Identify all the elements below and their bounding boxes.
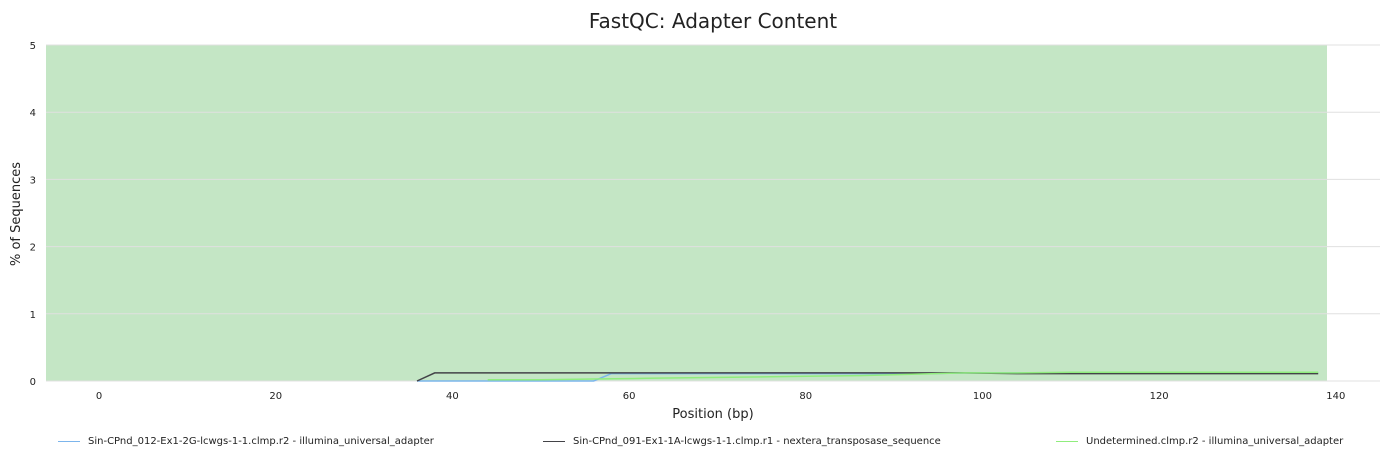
legend-item[interactable]: Undetermined.clmp.r2 - illumina_universa… [1056, 432, 1343, 450]
legend-item[interactable]: Sin-CPnd_012-Ex1-2G-lcwgs-1-1.clmp.r2 - … [58, 432, 434, 450]
y-tick-label: 1 [30, 310, 36, 321]
legend-swatch [543, 440, 565, 442]
x-tick-label: 60 [623, 391, 636, 402]
legend-label: Sin-CPnd_012-Ex1-2G-lcwgs-1-1.clmp.r2 - … [88, 435, 434, 447]
pass-band [46, 45, 1327, 381]
x-tick-label: 40 [446, 391, 459, 402]
pass-band-rect [46, 45, 1327, 381]
y-axis: 0 1 2 3 4 5 [30, 41, 36, 388]
legend-label: Sin-CPnd_091-Ex1-1A-lcwgs-1-1.clmp.r1 - … [573, 435, 941, 447]
x-tick-label: 140 [1326, 391, 1345, 402]
y-tick-label: 2 [30, 243, 36, 254]
y-axis-label: % of Sequences [9, 162, 24, 266]
x-tick-label: 20 [269, 391, 282, 402]
series-lines [416, 371, 1319, 382]
legend: Sin-CPnd_012-Ex1-2G-lcwgs-1-1.clmp.r2 - … [0, 432, 1389, 450]
series-line-3 [487, 371, 1319, 381]
x-tick-label: 120 [1150, 391, 1169, 402]
gridlines [46, 44, 1380, 382]
x-tick-label: 0 [96, 391, 102, 402]
legend-swatch [58, 440, 80, 442]
x-axis: 0 20 40 60 80 100 120 140 [96, 391, 1346, 402]
chart-title: FastQC: Adapter Content [589, 9, 837, 33]
series-line-2 [416, 372, 1319, 382]
y-tick-label: 4 [30, 108, 36, 119]
y-tick-label: 0 [30, 377, 36, 388]
x-tick-label: 80 [799, 391, 812, 402]
legend-item[interactable]: Sin-CPnd_091-Ex1-1A-lcwgs-1-1.clmp.r1 - … [543, 432, 941, 450]
y-tick-label: 5 [30, 41, 36, 52]
x-axis-label: Position (bp) [672, 407, 753, 422]
legend-label: Undetermined.clmp.r2 - illumina_universa… [1086, 435, 1344, 447]
x-tick-label: 100 [973, 391, 992, 402]
legend-swatch [1056, 440, 1078, 442]
y-tick-label: 3 [30, 175, 36, 186]
